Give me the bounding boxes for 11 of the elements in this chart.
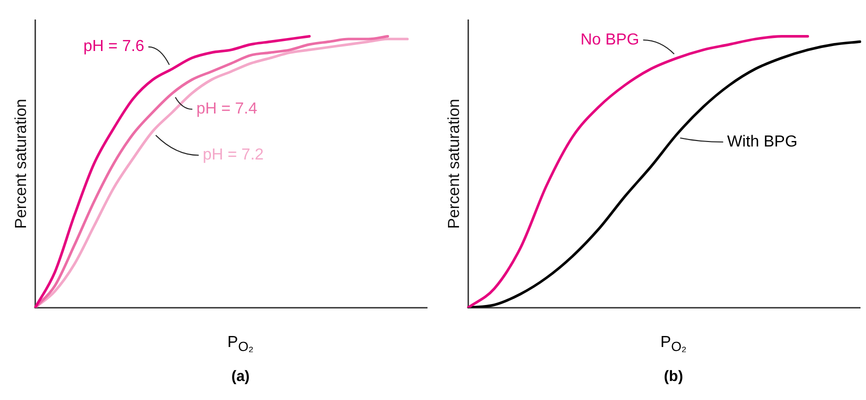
series-label: pH = 7.4 <box>196 100 258 118</box>
text: With BPG <box>727 133 798 150</box>
text: pH = 7.2 <box>202 146 264 164</box>
series-label: No BPG <box>580 31 640 48</box>
series-label: pH = 7.6 <box>83 38 144 56</box>
text: (a) <box>230 368 250 386</box>
text: (b) <box>662 368 684 386</box>
y-axis-title: Percent saturation <box>446 98 464 229</box>
x-axis-title: P$_{O₂}$ <box>226 334 254 354</box>
y-axis-title: Percent saturation <box>13 98 30 229</box>
x-axis-title: P$_{O₂}$ <box>659 334 687 354</box>
